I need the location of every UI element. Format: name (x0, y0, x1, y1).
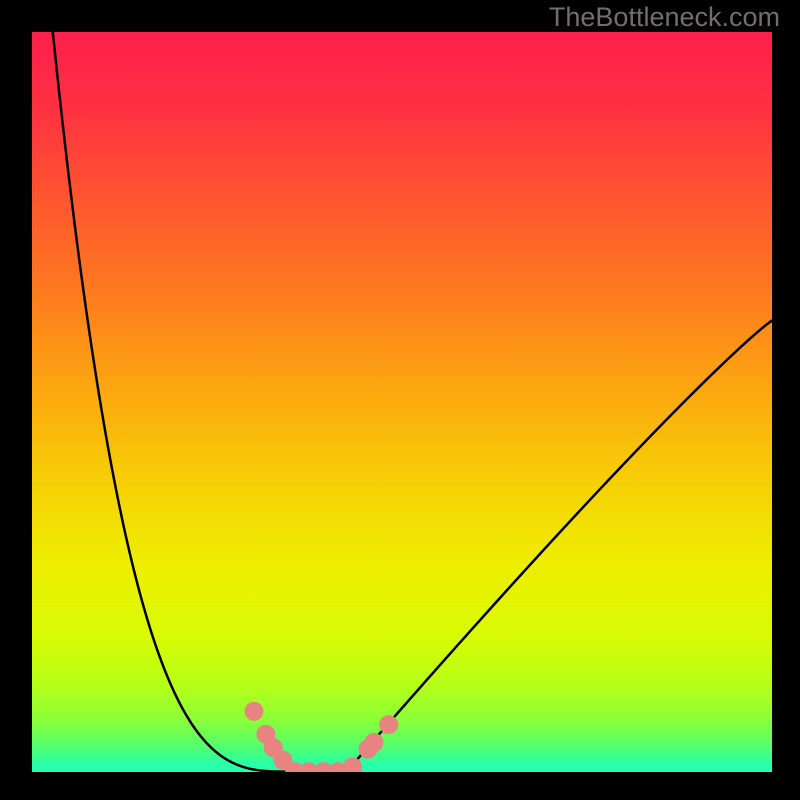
data-marker (343, 757, 362, 772)
data-markers-group (245, 702, 399, 772)
bottleneck-curve (51, 32, 773, 772)
data-marker (364, 733, 383, 752)
data-marker (379, 715, 398, 734)
watermark-text: TheBottleneck.com (549, 2, 780, 33)
chart-svg (32, 32, 772, 772)
data-marker (245, 702, 264, 721)
